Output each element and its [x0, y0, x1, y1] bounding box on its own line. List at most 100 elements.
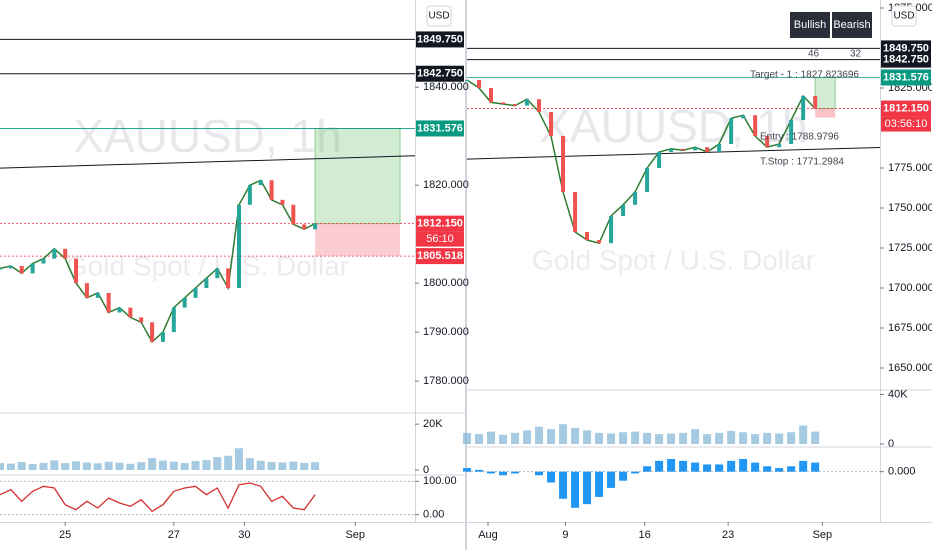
histogram-bar — [679, 460, 688, 472]
candle — [549, 112, 554, 136]
histogram-bar — [775, 468, 784, 472]
volume-bar — [0, 463, 4, 470]
volume-bar — [235, 448, 244, 470]
candle — [41, 258, 46, 264]
candle — [489, 88, 494, 103]
candle — [280, 199, 285, 205]
candle — [717, 144, 722, 152]
candle — [302, 224, 307, 230]
histogram-bar — [595, 471, 604, 497]
candle — [0, 268, 2, 270]
volume-bar — [619, 432, 628, 444]
price-tag-label: 1849.750 — [883, 42, 929, 54]
volume-bar — [667, 433, 676, 444]
candle — [193, 288, 198, 298]
price-tag-label: 1812.150 — [417, 218, 463, 230]
y-tick-label: 0.000 — [888, 466, 916, 478]
candle — [609, 216, 614, 244]
volume-bar — [547, 429, 556, 444]
volume-bar — [61, 463, 70, 470]
x-tick-label: 9 — [562, 529, 568, 541]
histogram-bar — [583, 471, 592, 505]
candle — [669, 148, 674, 152]
histogram-bar — [667, 459, 676, 472]
trend-line — [466, 146, 881, 160]
volume-bar — [191, 461, 200, 470]
histogram-bar — [511, 471, 520, 474]
volume-bar — [202, 460, 211, 470]
y-tick-label: 1820.000 — [423, 179, 469, 191]
oscillator-line — [0, 482, 316, 513]
price-series — [466, 79, 816, 245]
price-tag-label: 1805.518 — [417, 250, 463, 262]
candle — [291, 204, 296, 225]
histogram-bar — [715, 464, 724, 472]
volume-bar — [72, 461, 81, 470]
candle — [789, 120, 794, 144]
candle — [74, 258, 79, 284]
histogram-bar — [619, 471, 628, 481]
candle — [160, 332, 165, 342]
candle — [813, 96, 818, 109]
trend-line — [0, 155, 416, 169]
price-tag-label: 1842.750 — [417, 68, 463, 80]
histogram-bar — [703, 464, 712, 472]
price-tag-label: 1812.150 — [883, 102, 929, 114]
candle — [465, 80, 469, 81]
histogram-bar — [799, 460, 808, 472]
y-tick-label: 1750.000 — [888, 202, 932, 214]
volume-bar — [535, 426, 544, 444]
annotation: Entry : 1788.9796 — [760, 132, 839, 143]
histogram-bar — [631, 471, 640, 474]
volume-bar — [158, 460, 167, 470]
toggle-button[interactable] — [790, 12, 830, 38]
price-tag-label: 1831.576 — [417, 122, 463, 134]
toggle-button[interactable] — [832, 12, 872, 38]
candle — [513, 104, 518, 106]
candle — [269, 180, 274, 200]
volume-bar — [643, 432, 652, 444]
histogram-bar — [463, 468, 471, 472]
price-tag-label: 1849.750 — [417, 33, 463, 45]
toggle-button-label[interactable]: Bullish — [794, 19, 826, 31]
candle — [561, 136, 566, 192]
volume-bar — [775, 433, 784, 444]
candle — [693, 147, 698, 151]
y-tick-label: 1725.000 — [888, 242, 932, 254]
candle — [204, 278, 209, 289]
histogram-bar — [751, 462, 760, 472]
volume-bar — [93, 463, 102, 470]
candle — [633, 192, 638, 205]
volume-bar — [559, 424, 568, 444]
volume-bar — [631, 431, 640, 444]
histogram-bar — [643, 466, 652, 472]
candle — [226, 268, 231, 289]
volume-bar — [39, 462, 48, 470]
histogram-bar — [691, 462, 700, 472]
candle — [63, 248, 68, 259]
y-tick-label: 20K — [423, 418, 443, 430]
volume-bar — [137, 462, 146, 470]
volume-bar — [278, 462, 287, 470]
volume-bar — [224, 455, 233, 470]
candle — [681, 148, 686, 151]
histogram-bar — [559, 471, 568, 499]
volume-bar — [751, 434, 760, 444]
watermark-subtitle: Gold Spot / U.S. Dollar — [532, 244, 815, 275]
volume-bar — [583, 430, 592, 444]
candle — [117, 307, 122, 313]
price-tag — [416, 120, 464, 137]
volume-bar — [245, 458, 254, 470]
x-tick-label: 25 — [59, 529, 71, 541]
volume-bar — [703, 434, 712, 444]
volume-bar — [607, 433, 616, 444]
toggle-button-label[interactable]: Bearish — [833, 19, 870, 31]
histogram-bar — [487, 471, 496, 474]
y-tick-label: 1650.000 — [888, 362, 932, 374]
candle — [106, 292, 111, 313]
volume-bar — [256, 460, 265, 470]
currency-label: USD — [428, 11, 449, 22]
volume-bar — [655, 434, 664, 444]
currency-badge — [891, 5, 917, 27]
x-tick-label: 23 — [722, 529, 734, 541]
